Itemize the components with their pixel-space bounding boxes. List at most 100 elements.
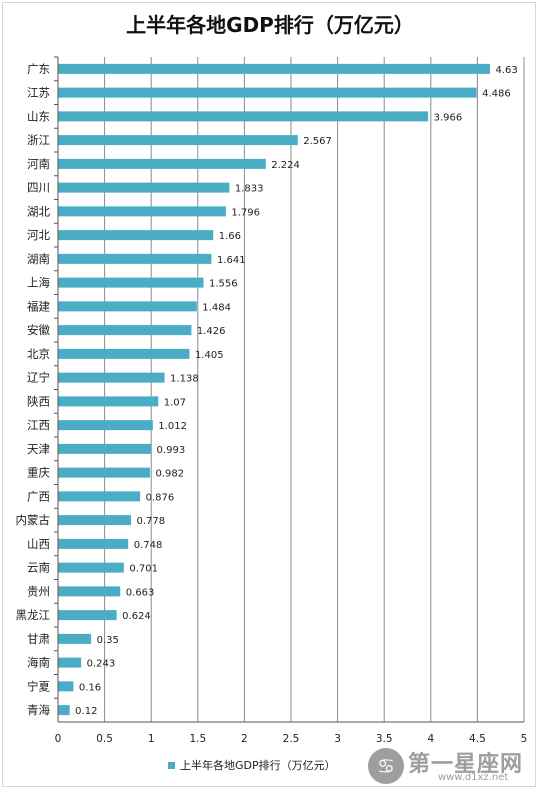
bar	[58, 325, 192, 336]
data-label: 0.12	[75, 706, 97, 717]
data-label: 1.426	[197, 326, 226, 337]
data-label: 0.778	[137, 516, 166, 527]
category-label: 海南	[27, 656, 50, 670]
data-label: 1.796	[231, 207, 260, 218]
bar	[58, 111, 429, 122]
x-tick-label: 0	[55, 733, 62, 745]
category-label: 山东	[27, 109, 50, 123]
x-tick-label: 3.5	[376, 733, 393, 745]
data-label: 4.63	[496, 65, 518, 76]
data-label: 0.876	[146, 492, 175, 503]
bar	[58, 562, 124, 573]
bar	[58, 63, 491, 74]
bar	[58, 182, 230, 193]
category-label: 湖北	[27, 204, 50, 218]
data-label: 0.16	[79, 682, 101, 693]
data-label: 0.748	[134, 540, 163, 551]
bar	[58, 301, 197, 312]
data-label: 0.982	[156, 469, 185, 480]
category-label: 甘肃	[27, 632, 50, 646]
bar	[58, 348, 190, 359]
data-label: 1.66	[219, 231, 241, 242]
data-label: 2.224	[271, 160, 300, 171]
category-label: 山西	[27, 537, 50, 551]
x-tick-label: 1	[148, 733, 155, 745]
watermark-url: www.d1xz.net	[438, 772, 509, 783]
x-tick-label: 5	[521, 733, 528, 745]
data-label: 0.663	[126, 587, 155, 598]
x-tick-label: 4	[427, 733, 434, 745]
bar	[58, 420, 153, 431]
bar	[58, 253, 212, 264]
category-label: 陕西	[27, 394, 50, 408]
data-label: 0.243	[87, 659, 116, 670]
x-tick-label: 1.5	[189, 733, 206, 745]
x-tick-label: 2.5	[283, 733, 300, 745]
watermark-text: 第一星座网	[408, 752, 524, 777]
category-label: 宁夏	[27, 679, 50, 693]
category-label: 青海	[27, 703, 50, 717]
x-tick-label: 0.5	[96, 733, 113, 745]
data-label: 1.405	[195, 350, 224, 361]
bar	[58, 538, 129, 549]
bar	[58, 230, 214, 241]
category-label: 辽宁	[27, 371, 50, 385]
constellation-icon: ♋	[368, 748, 404, 784]
data-label: 0.701	[129, 564, 158, 575]
category-label: 江西	[27, 418, 50, 432]
category-label: 云南	[27, 561, 50, 575]
bar	[58, 586, 121, 597]
category-label: 福建	[27, 299, 50, 313]
bar	[58, 87, 477, 98]
category-label: 上海	[27, 276, 50, 290]
category-label: 黑龙江	[16, 608, 51, 622]
bar	[58, 515, 132, 526]
legend-label: 上半年各地GDP排行（万亿元）	[180, 758, 336, 772]
data-label: 0.993	[157, 445, 186, 456]
data-label: 1.556	[209, 279, 238, 290]
category-label: 天津	[27, 442, 50, 456]
category-label: 江苏	[27, 86, 50, 100]
bar	[58, 443, 152, 454]
bar	[58, 657, 82, 668]
category-label: 四川	[27, 181, 50, 195]
category-label: 河北	[27, 228, 50, 242]
data-label: 1.07	[164, 397, 186, 408]
bar	[58, 467, 151, 478]
data-label: 1.138	[170, 374, 199, 385]
bar	[58, 396, 159, 407]
bar	[58, 158, 266, 169]
data-label: 0.624	[122, 611, 151, 622]
bar	[58, 372, 165, 383]
data-label: 4.486	[482, 89, 511, 100]
bar	[58, 633, 92, 644]
category-label: 广西	[27, 489, 50, 503]
data-label: 3.966	[434, 112, 463, 123]
bar	[58, 135, 298, 146]
bar	[58, 491, 141, 502]
category-label: 浙江	[27, 133, 50, 147]
x-tick-label: 3	[334, 733, 341, 745]
data-label: 1.833	[235, 184, 264, 195]
bar	[58, 705, 70, 716]
category-label: 贵州	[27, 584, 50, 598]
category-label: 湖南	[27, 252, 50, 266]
category-label: 河南	[27, 157, 50, 171]
data-label: 1.012	[158, 421, 187, 432]
x-tick-label: 2	[241, 733, 248, 745]
bar	[58, 610, 117, 621]
chart-title: 上半年各地GDP排行（万亿元）	[126, 13, 414, 37]
category-label: 安徽	[27, 323, 50, 337]
bar	[58, 277, 204, 288]
x-tick-label: 4.5	[469, 733, 486, 745]
category-label: 广东	[27, 62, 50, 76]
bar	[58, 206, 226, 217]
category-label: 重庆	[27, 466, 50, 480]
bar	[58, 681, 74, 692]
legend-swatch	[168, 762, 175, 769]
data-label: 1.484	[202, 302, 231, 313]
data-label: 1.641	[217, 255, 246, 266]
data-label: 2.567	[303, 136, 332, 147]
